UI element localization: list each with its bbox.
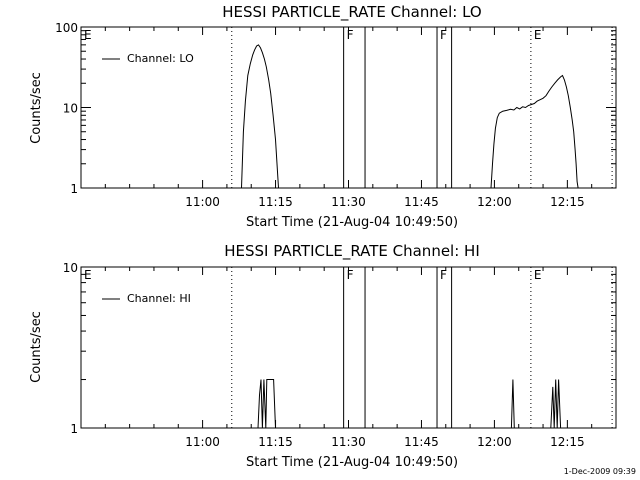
lo-channel-panel: HESSI PARTICLE_RATE Channel: LO Start Ti… [29, 3, 617, 230]
lo-marker-label-e: E [534, 28, 542, 42]
hi-marker-label-f: F [347, 268, 354, 282]
hi-x-tick-label: 11:15 [258, 435, 293, 449]
hi-series-line [510, 379, 515, 429]
hi-y-axis-label: Counts/sec [29, 311, 44, 383]
hi-marker-label-f: F [440, 268, 447, 282]
lo-x-tick-label: 12:15 [550, 195, 585, 209]
hi-series-line [550, 379, 562, 429]
hi-channel-panel: HESSI PARTICLE_RATE Channel: HI Start Ti… [29, 242, 617, 470]
hi-x-tick-label: 11:45 [404, 435, 439, 449]
lo-x-tick-label: 12:00 [477, 195, 512, 209]
hi-y-tick-label: 1 [70, 422, 78, 436]
lo-marker-label-e: E [84, 28, 92, 42]
hi-x-tick-label: 11:30 [331, 435, 366, 449]
lo-x-tick-label: 11:45 [404, 195, 439, 209]
hi-chart-title: HESSI PARTICLE_RATE Channel: HI [224, 242, 480, 261]
lo-y-tick-label: 100 [55, 21, 78, 35]
hi-marker-label-e: E [534, 268, 542, 282]
lo-x-tick-label: 11:30 [331, 195, 366, 209]
lo-marker-label-f: F [440, 28, 447, 42]
lo-series-line [490, 74, 579, 189]
lo-y-tick-label: 10 [63, 102, 78, 116]
lo-x-axis-label: Start Time (21-Aug-04 10:49:50) [246, 215, 458, 230]
hi-legend-label: Channel: HI [127, 292, 191, 305]
lo-x-tick-label: 11:15 [258, 195, 293, 209]
hi-marker-label-e: E [84, 268, 92, 282]
hi-x-tick-label: 11:00 [185, 435, 220, 449]
lo-x-tick-label: 11:00 [185, 195, 220, 209]
lo-marker-label-f: F [347, 28, 354, 42]
lo-y-tick-label: 1 [70, 182, 78, 196]
lo-chart-title: HESSI PARTICLE_RATE Channel: LO [222, 3, 481, 22]
footer-timestamp: 1-Dec-2009 09:39 [564, 467, 636, 476]
hi-x-axis-label: Start Time (21-Aug-04 10:49:50) [246, 455, 458, 470]
hi-x-tick-label: 12:15 [550, 435, 585, 449]
hi-x-tick-label: 12:00 [477, 435, 512, 449]
lo-y-axis-label: Counts/sec [29, 72, 44, 144]
hi-series-line [257, 379, 276, 429]
lo-series-line [241, 44, 279, 189]
lo-legend-label: Channel: LO [127, 52, 194, 65]
hi-y-tick-label: 10 [63, 261, 78, 275]
